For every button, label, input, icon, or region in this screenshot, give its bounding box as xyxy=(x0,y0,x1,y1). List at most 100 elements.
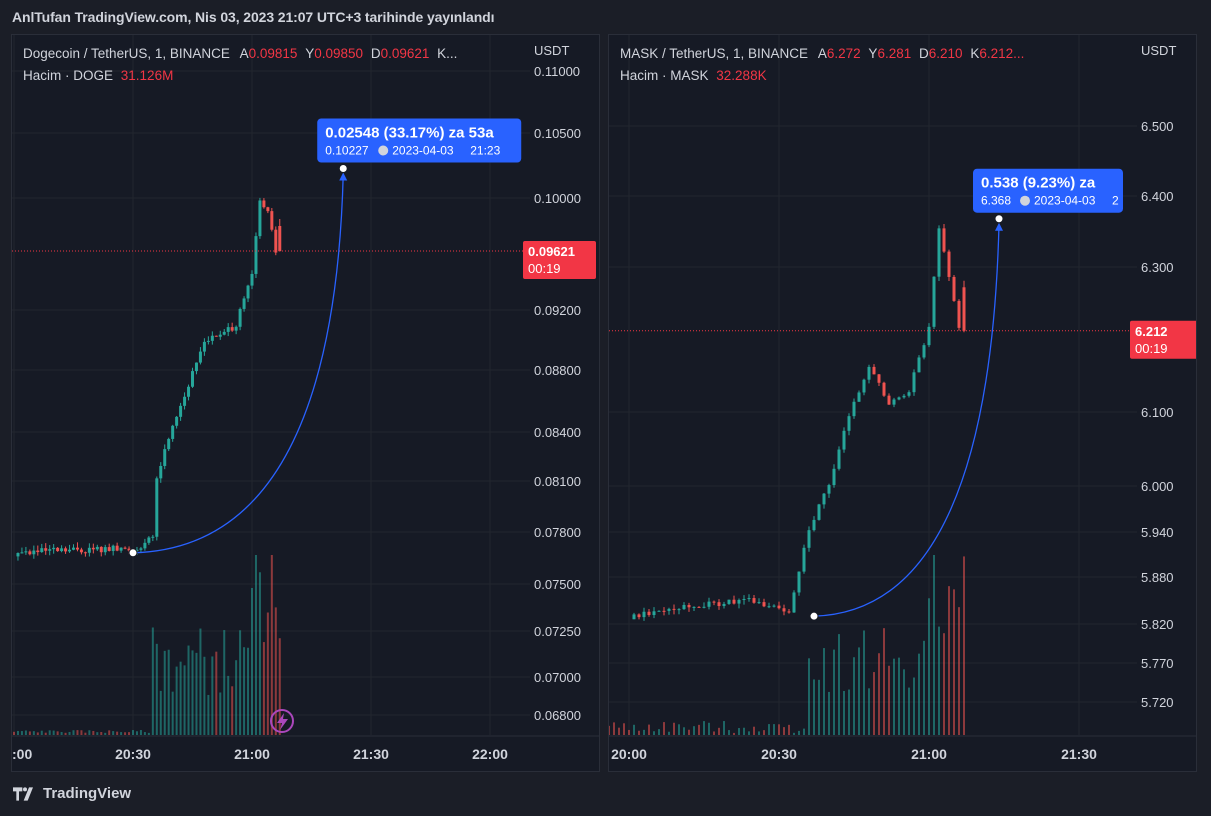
volume-bar xyxy=(903,669,905,735)
candle-body xyxy=(222,331,226,335)
volume-bar xyxy=(16,730,19,735)
candle-body xyxy=(99,546,103,553)
volume-bar xyxy=(808,658,810,735)
measure-tooltip-box xyxy=(973,168,1123,213)
tradingview-brand: TradingView xyxy=(43,785,132,802)
candle-body xyxy=(206,340,210,342)
volume-legend: Hacim · DOGE 31.126M xyxy=(23,68,173,83)
candle-body xyxy=(872,366,876,375)
volume-bar xyxy=(758,731,760,735)
candle-body xyxy=(179,405,183,417)
volume-bar xyxy=(898,657,900,735)
candle-body xyxy=(807,530,811,548)
volume-bar xyxy=(139,730,142,735)
volume-bar xyxy=(928,598,930,735)
candle-body xyxy=(254,236,258,274)
volume-bar xyxy=(40,730,43,735)
candle-body xyxy=(822,493,826,505)
volume-bar xyxy=(274,607,277,735)
volume-bar xyxy=(878,653,880,735)
volume-bar xyxy=(913,677,915,735)
chart-panel-doge[interactable]: 0.02548 (33.17%) za 53a 0.10227 2023-04-03… xyxy=(11,34,600,772)
measure-date-text: 2023-04-03 xyxy=(1034,194,1096,208)
clock-icon xyxy=(1020,195,1030,206)
volume-bar xyxy=(116,731,119,735)
candle-body xyxy=(767,606,771,608)
volume-bar xyxy=(32,731,35,735)
candle-body xyxy=(722,603,726,607)
volume-bar xyxy=(833,649,835,735)
candle-body xyxy=(792,592,796,613)
volume-label[interactable]: Hacim · DOGE xyxy=(23,68,114,83)
y-tick-label: 0.08800 xyxy=(534,363,581,378)
chart-canvas-mask[interactable]: 0.538 (9.23%) za 6.368 2023-04-03 2 USDT 6.50… xyxy=(609,35,1197,772)
volume-bar xyxy=(270,555,273,735)
candle-body xyxy=(862,379,866,393)
symbol-title[interactable]: Dogecoin / TetherUS, 1, BINANCE xyxy=(23,46,230,61)
candle-body xyxy=(194,362,198,372)
candle-body xyxy=(757,602,761,604)
candle-body xyxy=(127,548,131,551)
candle-body xyxy=(218,334,222,337)
volume-bar xyxy=(167,649,170,735)
volume-bar xyxy=(56,731,59,735)
candle-body xyxy=(747,598,751,600)
volume-bar xyxy=(195,652,198,735)
candle-body xyxy=(912,372,916,393)
volume-bar xyxy=(247,647,250,735)
y-tick-label: 5.720 xyxy=(1141,695,1174,710)
candle-body xyxy=(210,335,214,341)
candle-body xyxy=(72,547,75,550)
volume-bar xyxy=(171,691,174,735)
candle-body xyxy=(672,608,676,610)
candle-body xyxy=(87,547,91,553)
symbol-title[interactable]: MASK / TetherUS, 1, BINANCE xyxy=(620,46,809,61)
volume-bar xyxy=(663,722,665,735)
volume-bar xyxy=(683,727,685,735)
low-value: 0.09621 xyxy=(380,46,430,61)
open-value: 6.272 xyxy=(826,46,861,61)
y-tick-label: 6.000 xyxy=(1141,479,1174,494)
candle-body xyxy=(762,602,766,607)
volume-bar xyxy=(64,732,67,735)
measure-start-point xyxy=(128,548,138,558)
volume-bar xyxy=(828,691,830,735)
volume-bar xyxy=(187,645,190,735)
volume-bar xyxy=(823,648,825,735)
volume-bar xyxy=(728,730,730,735)
chart-canvas-doge[interactable]: 0.02548 (33.17%) za 53a 0.10227 2023-04-03… xyxy=(12,35,600,772)
volume-bar xyxy=(773,724,775,735)
volume-bar xyxy=(678,724,680,735)
volume-bar xyxy=(223,630,226,735)
close-label: K... xyxy=(437,46,458,61)
volume-bar xyxy=(748,731,750,735)
candle-body xyxy=(115,545,119,551)
volume-bar xyxy=(688,729,690,735)
high-label: Y xyxy=(868,46,878,61)
volume-bar xyxy=(13,731,15,735)
candle-body xyxy=(642,611,646,618)
price-axis-bg xyxy=(1139,35,1196,771)
chart-panel-mask[interactable]: 0.538 (9.23%) za 6.368 2023-04-03 2 USDT 6.50… xyxy=(608,34,1197,772)
candle-body xyxy=(917,357,921,373)
tradingview-footer[interactable]: TradingView xyxy=(13,785,131,802)
candle-body xyxy=(28,551,32,555)
x-tick-label: 22:00 xyxy=(472,746,508,762)
measure-time-text: 2 xyxy=(1112,194,1119,208)
candle-body xyxy=(652,611,656,616)
candle-body xyxy=(234,326,238,331)
candle-body xyxy=(202,341,206,352)
volume-bar xyxy=(112,731,115,735)
y-tick-label: 6.300 xyxy=(1141,260,1174,275)
y-tick-label: 0.06800 xyxy=(534,708,581,723)
volume-bar xyxy=(628,729,630,735)
x-tick-label: 21:30 xyxy=(353,746,389,762)
candle-body xyxy=(56,547,60,552)
candle-body xyxy=(119,547,123,551)
candle-body xyxy=(187,386,191,397)
last-price-tag xyxy=(1130,320,1196,359)
candle-body xyxy=(91,547,95,550)
candle-body xyxy=(123,547,127,549)
volume-label[interactable]: Hacim · MASK xyxy=(620,68,709,83)
volume-bar xyxy=(278,638,281,735)
